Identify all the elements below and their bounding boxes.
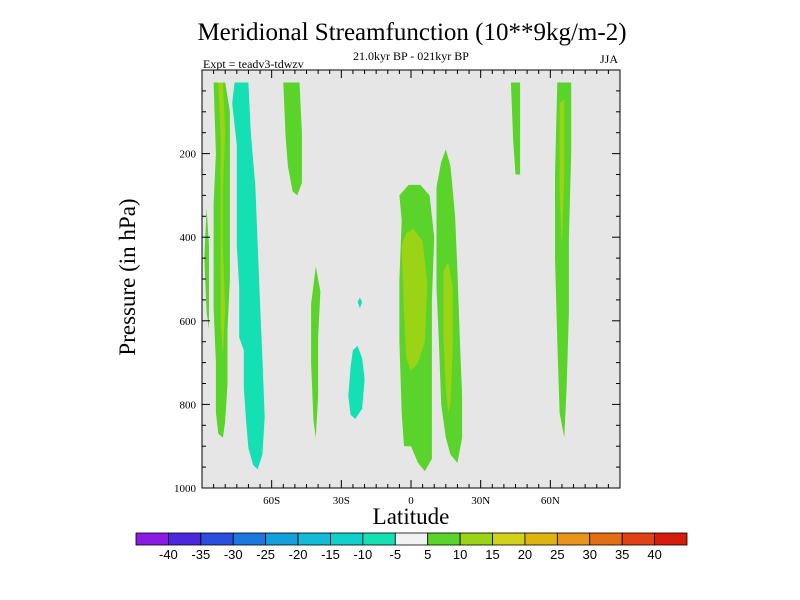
colorbar-label: 20 [518,547,532,562]
colorbar-swatch [654,532,688,546]
colorbar-label: -20 [289,547,308,562]
experiment-label: Expt = teadv3-tdwzv [203,57,304,71]
colorbar-label: -15 [321,547,340,562]
contour-region-13 [401,228,428,371]
contour-region-14 [443,262,453,413]
colorbar-label: 25 [550,547,564,562]
x-tick-label: 0 [408,495,414,507]
y-axis-label: Pressure (in hPa) [115,198,140,355]
contour-region-7 [311,266,321,438]
colorbar-swatch [362,532,396,546]
x-tick-label: 60S [263,495,280,507]
chart-title: Meridional Streamfunction (10**9kg/m-2) [197,19,626,46]
colorbar-swatch [427,532,461,546]
colorbar-label: -5 [390,547,402,562]
x-tick-label: 30N [471,495,490,507]
y-tick-label: 200 [180,149,197,161]
colorbar-label: 30 [583,547,597,562]
y-axis-ticks: 200 400 600 800 1000 [174,149,620,495]
colorbar-label: -10 [353,547,372,562]
contour-regions [204,82,572,472]
contour-region-2 [348,345,365,419]
colorbar-swatch [394,532,429,546]
colorbar-label: 5 [424,547,431,562]
colorbar-label: -25 [256,547,275,562]
contour-region-6 [283,82,302,196]
colorbar-label: 15 [485,547,499,562]
colorbar-swatch [492,532,526,546]
colorbar-label: 10 [453,547,467,562]
x-tick-label: 60N [541,495,560,507]
minor-ticks [202,70,620,488]
contour-region-5 [204,207,209,330]
colorbar-label: 40 [647,547,661,562]
contour-region-3 [357,297,363,309]
chart-subtitle: 21.0kyr BP - 021kyr BP [353,49,469,63]
contour-region-1 [232,82,265,470]
contour-region-10 [510,82,521,175]
colorbar-swatch [232,532,267,546]
colorbar-swatch [556,532,591,546]
colorbar-label: 35 [615,547,629,562]
season-label: JJA [600,52,618,66]
y-tick-label: 600 [180,316,197,328]
colorbar-swatch [589,532,623,546]
x-axis-ticks: 60S 30S 0 30N 60N [263,70,560,507]
y-tick-label: 1000 [174,483,197,495]
colorbar-label: -30 [224,547,243,562]
contour-region-12 [218,82,226,355]
colorbar-swatch [265,532,299,546]
colorbar-swatch [621,532,655,546]
colorbar-swatch [330,532,364,546]
colorbar-swatch [168,532,202,546]
colorbar-label: -35 [191,547,210,562]
contour-region-15 [559,99,565,246]
x-axis-label: Latitude [373,504,450,529]
y-tick-label: 400 [180,232,197,244]
contour-region-11 [555,82,572,438]
colorbar-swatch [459,532,493,546]
colorbar-swatch [524,532,558,546]
colorbar-label: -40 [159,547,178,562]
y-tick-label: 800 [180,399,197,411]
colorbar-swatch [135,532,169,546]
colorbar: -40 -35 -30 -25 -20 -15 -10 -5 5 10 15 20 25 30 35 40 [135,532,688,562]
x-tick-label: 30S [333,495,350,507]
colorbar-swatch [297,532,331,546]
colorbar-swatch [200,532,234,546]
